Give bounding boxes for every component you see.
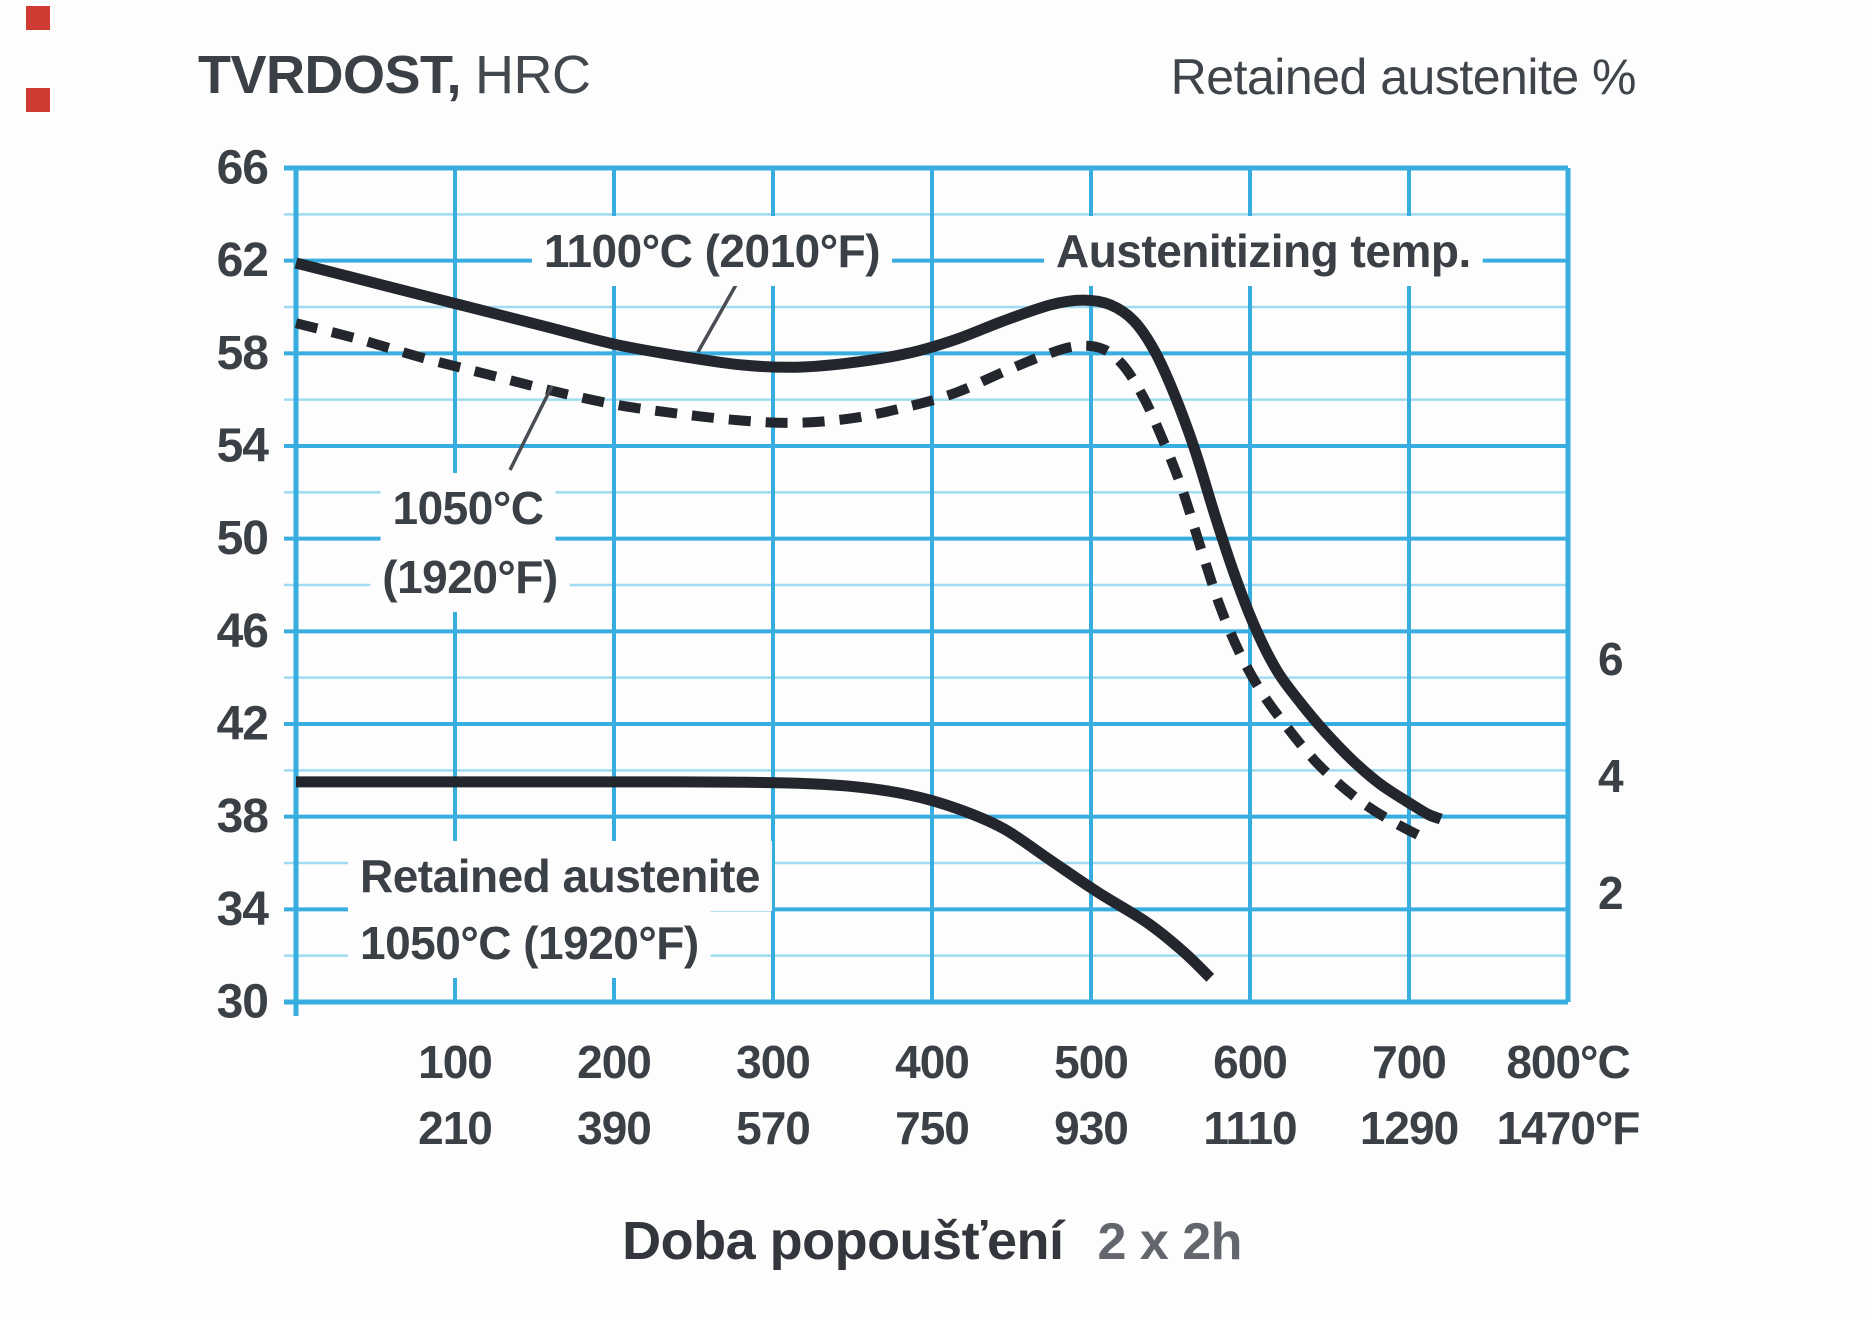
y-tick-62: 62 bbox=[217, 234, 268, 287]
y-tick-38: 38 bbox=[217, 790, 269, 843]
y-tick-42: 42 bbox=[217, 698, 268, 751]
annotation-label-bg bbox=[348, 841, 772, 911]
y-tick-58: 58 bbox=[217, 327, 269, 380]
ra-tick-4: 4 bbox=[1598, 750, 1624, 802]
annotation-label-2: 1050°C bbox=[393, 482, 544, 534]
x-tick-c-700: 700 bbox=[1372, 1036, 1446, 1088]
x-tick-f-200: 390 bbox=[577, 1102, 651, 1154]
caption-suffix: 2 x 2h bbox=[1097, 1213, 1242, 1271]
annotation-label-0: 1100°C (2010°F) bbox=[544, 225, 880, 277]
annotation-label-bg bbox=[531, 216, 893, 286]
x-tick-f-700: 1290 bbox=[1360, 1102, 1458, 1154]
x-tick-f-600: 1110 bbox=[1203, 1102, 1296, 1154]
annotation-label-5: 1050°C (1920°F) bbox=[360, 917, 699, 969]
left-axis-title-name: TVRDOST, bbox=[198, 45, 462, 105]
y-tick-46: 46 bbox=[217, 605, 268, 658]
curve-retained-austenite bbox=[296, 776, 1215, 982]
annotation-label-bg bbox=[370, 542, 570, 612]
curve-1050c bbox=[294, 318, 1421, 840]
leader-line-0 bbox=[696, 275, 743, 353]
annotation-label-bg bbox=[348, 908, 711, 978]
y-tick-34: 34 bbox=[217, 883, 270, 936]
x-tick-c-200: 200 bbox=[577, 1036, 651, 1088]
x-tick-f-800: 1470°F bbox=[1497, 1102, 1640, 1154]
x-tick-f-400: 750 bbox=[895, 1102, 969, 1154]
ra-tick-2: 2 bbox=[1598, 867, 1623, 919]
left-axis-title: TVRDOST, HRC bbox=[198, 44, 591, 106]
x-tick-f-500: 930 bbox=[1054, 1102, 1128, 1154]
leader-line-1 bbox=[508, 385, 554, 471]
curves bbox=[294, 257, 1443, 982]
annotations: 1100°C (2010°F) Austenitizing temp. 1050°C… bbox=[348, 216, 1483, 978]
y-tick-66: 66 bbox=[217, 142, 268, 195]
x-tick-c-100: 100 bbox=[418, 1036, 492, 1088]
left-axis-title-unit: HRC bbox=[475, 45, 591, 105]
red-mark-artifact bbox=[26, 6, 50, 30]
x-tick-c-800: 800°C bbox=[1506, 1036, 1629, 1088]
x-tick-f-300: 570 bbox=[736, 1102, 810, 1154]
red-mark-artifact bbox=[26, 88, 50, 112]
tick-labels: 6662585450464238343064210021020039030057… bbox=[217, 142, 1641, 1155]
x-tick-c-400: 400 bbox=[895, 1036, 969, 1088]
annotation-label-bg bbox=[1044, 216, 1483, 286]
annotation-label-3: (1920°F) bbox=[382, 551, 557, 603]
curve-1100c bbox=[294, 257, 1443, 825]
y-tick-54: 54 bbox=[217, 420, 270, 473]
x-tick-c-300: 300 bbox=[736, 1036, 810, 1088]
y-tick-50: 50 bbox=[217, 512, 268, 565]
right-axis-title: Retained austenite % bbox=[1170, 49, 1637, 105]
grid bbox=[284, 165, 1571, 1016]
ra-tick-6: 6 bbox=[1598, 633, 1623, 685]
x-axis-caption: Doba popoušťení 2 x 2h bbox=[622, 1210, 1242, 1272]
leader-lines bbox=[508, 275, 743, 471]
y-tick-30: 30 bbox=[217, 976, 268, 1029]
annotation-label-4: Retained austenite bbox=[360, 850, 760, 902]
caption-main: Doba popoušťení bbox=[622, 1211, 1064, 1271]
annotation-label-bg bbox=[380, 473, 556, 543]
annotation-label-1: Austenitizing temp. bbox=[1056, 225, 1471, 277]
x-tick-c-500: 500 bbox=[1054, 1036, 1128, 1088]
x-tick-c-600: 600 bbox=[1213, 1036, 1287, 1088]
x-tick-f-100: 210 bbox=[418, 1102, 492, 1154]
